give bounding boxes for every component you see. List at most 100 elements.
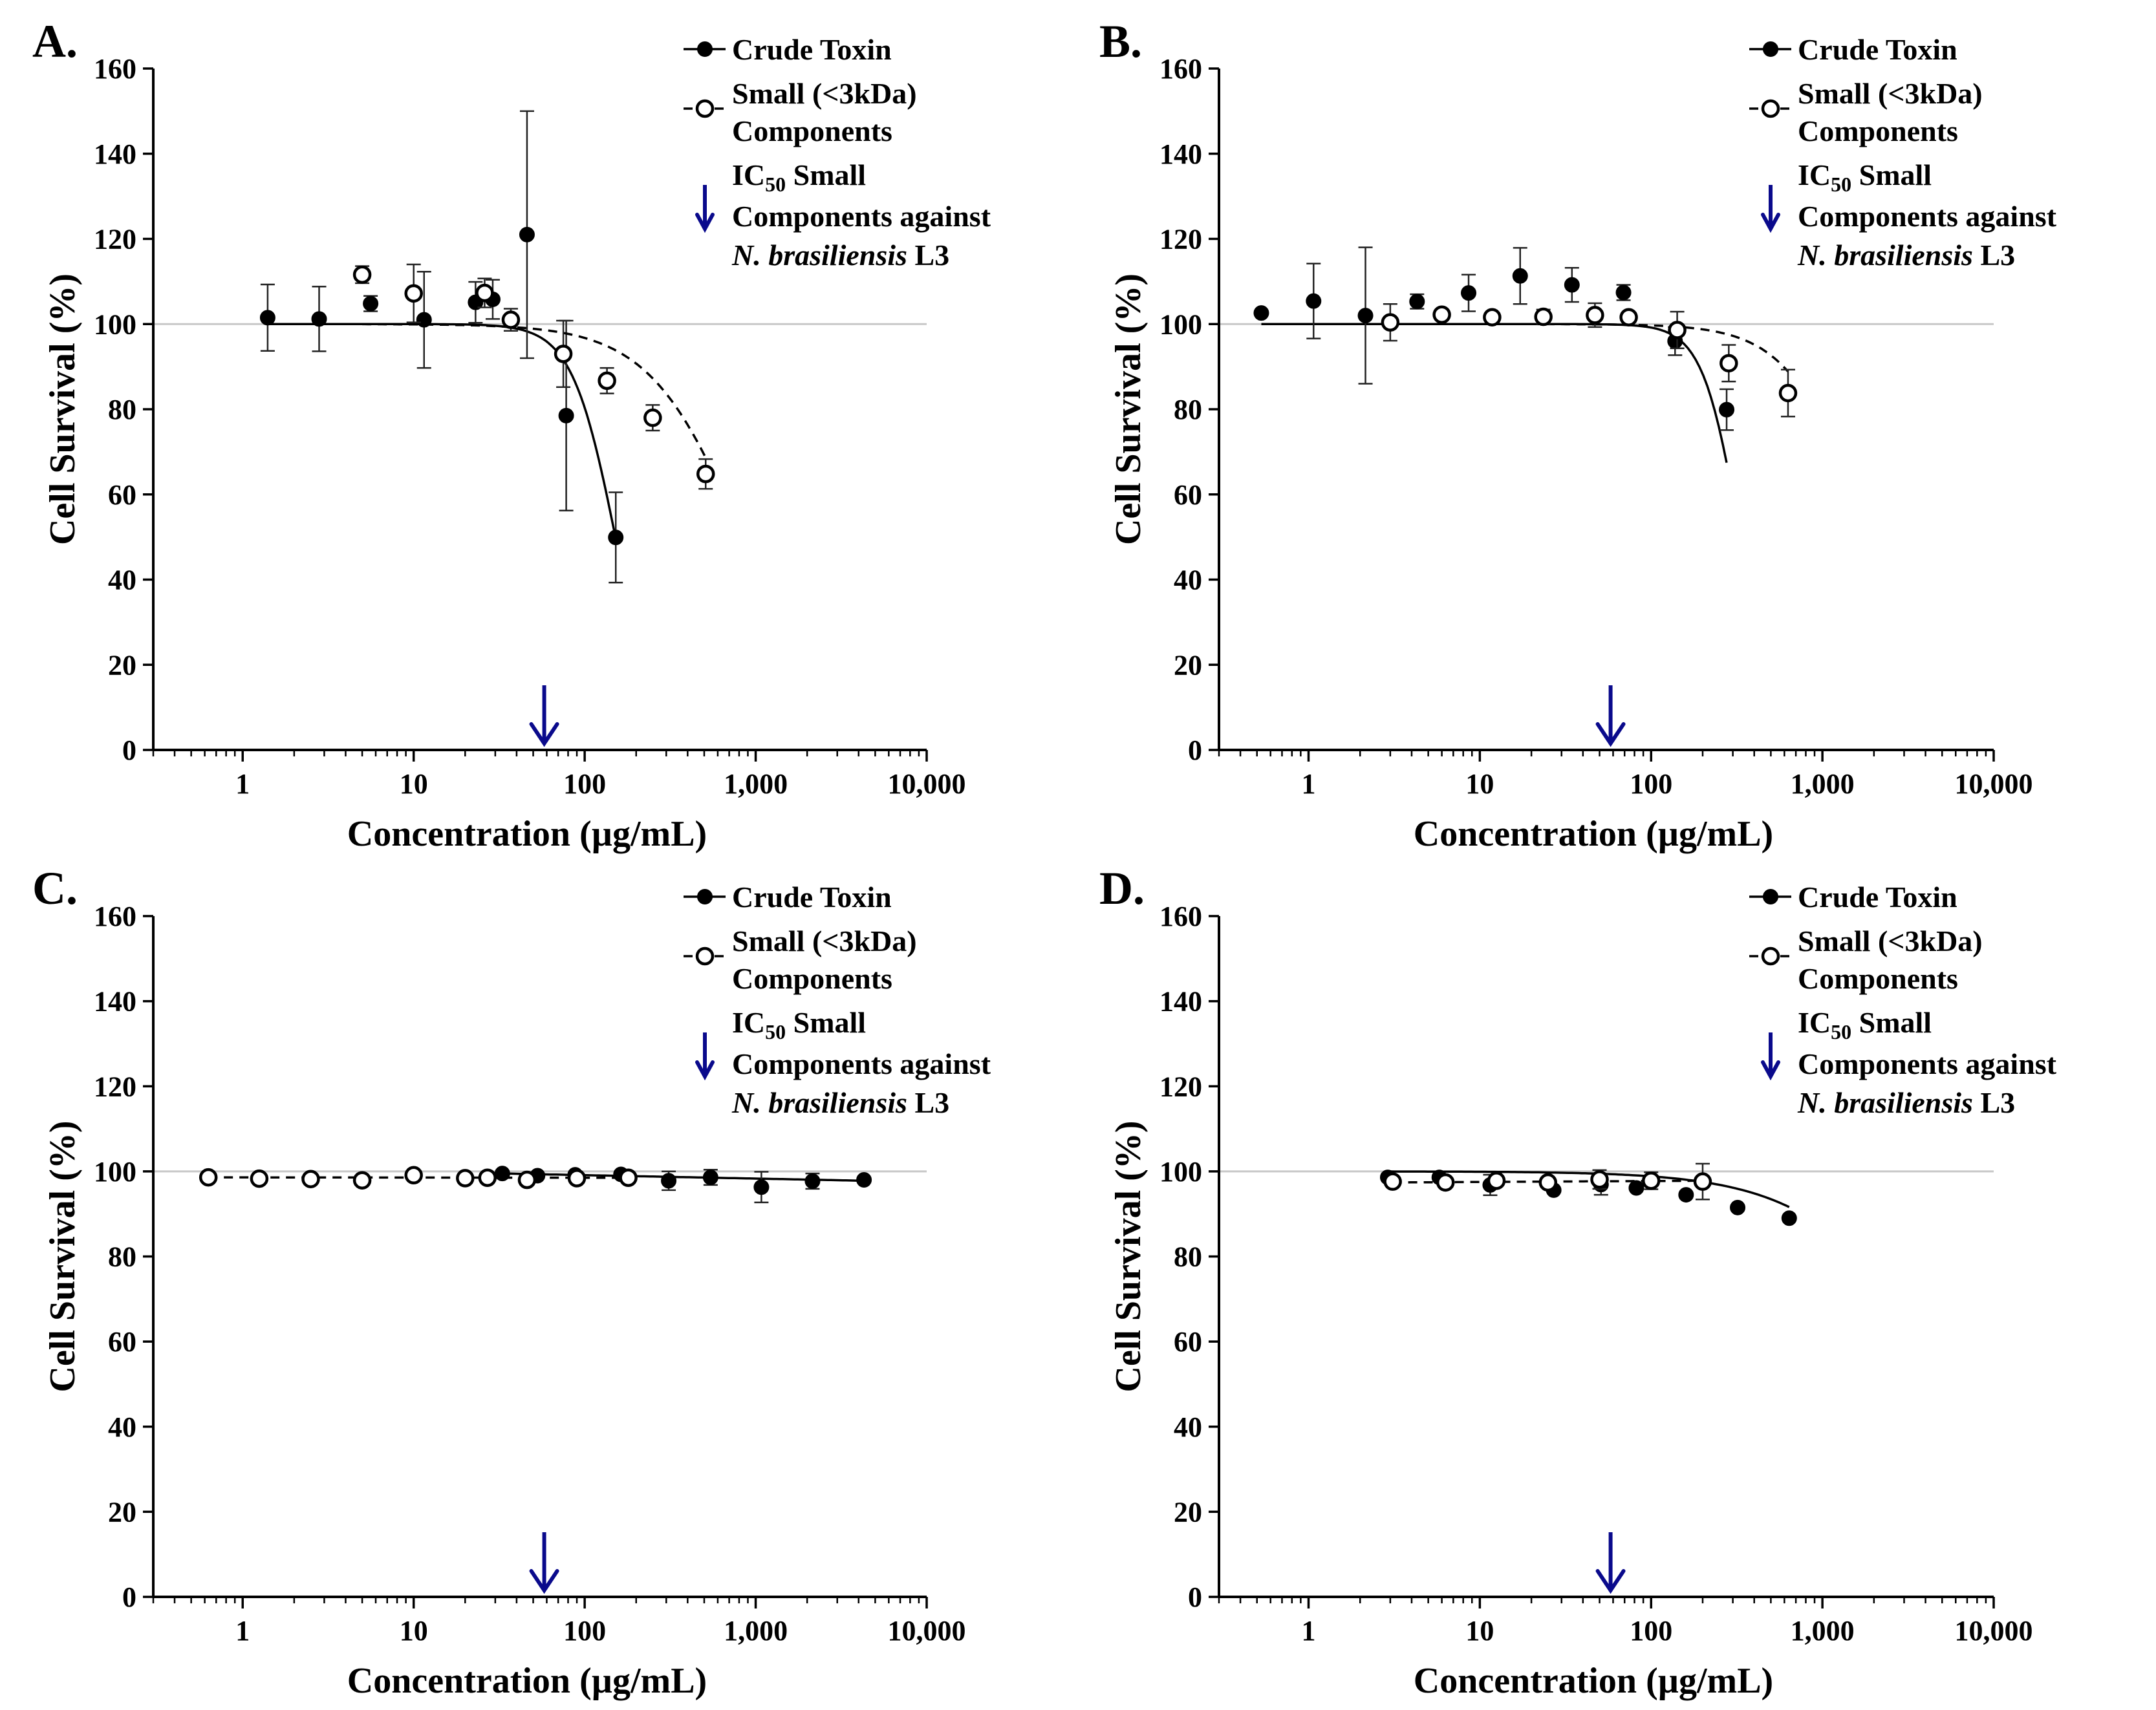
y-axis-title: Cell Survival (%): [43, 1121, 83, 1393]
data-point-small: [1381, 313, 1400, 332]
legend-label-crude: Crude Toxin: [732, 881, 892, 914]
data-point-crude: [1512, 268, 1528, 284]
legend-label-ic50-line1: IC50 Small: [732, 1006, 866, 1043]
data-point-small: [1487, 1171, 1506, 1190]
x-tick-label: 10: [400, 1615, 428, 1647]
y-tick-label: 140: [94, 986, 136, 1018]
ic50-arrow-head: [1595, 722, 1626, 747]
data-point-small: [352, 1171, 372, 1190]
data-point-small: [1534, 307, 1553, 326]
x-tick-label: 100: [1630, 768, 1672, 800]
legend-marker-small: [695, 99, 715, 118]
legend-marker-small: [1761, 99, 1780, 118]
data-point-small: [696, 464, 715, 484]
legend-ic50-arrow-head: [1761, 1060, 1780, 1081]
y-tick-label: 0: [1188, 1581, 1202, 1613]
y-tick-label: 120: [94, 1071, 136, 1102]
x-tick-label: 1: [1301, 1615, 1315, 1647]
y-tick-label: 140: [1159, 138, 1202, 170]
legend-marker-small: [695, 946, 715, 966]
data-point-crude: [1409, 294, 1425, 310]
ic50-arrow-head: [529, 1569, 559, 1594]
x-axis-title: Concentration (µg/mL): [1414, 1661, 1773, 1701]
data-point-small: [1719, 354, 1738, 373]
legend-ic50-arrow-head: [695, 213, 715, 233]
legend-label-small-line1: Small (<3kDa): [732, 77, 917, 110]
x-tick-label: 1,000: [1791, 1615, 1855, 1647]
y-tick-label: 60: [1174, 1326, 1202, 1358]
data-point-crude: [1678, 1187, 1694, 1203]
legend-marker-crude: [1763, 41, 1778, 57]
data-point-crude: [259, 310, 275, 326]
legend: Crude Toxin Small (<3kDa) Components IC50 S…: [1749, 33, 2057, 272]
y-tick-label: 40: [1174, 1411, 1202, 1443]
y-axis-title: Cell Survival (%): [1108, 1121, 1148, 1393]
fit-curve-small: [1390, 323, 1789, 372]
x-tick-label: 1: [235, 768, 250, 800]
ic50-arrow-head: [529, 722, 559, 747]
x-axis-title: Concentration (µg/mL): [347, 1661, 707, 1701]
legend-marker-crude: [697, 889, 713, 904]
data-point-small: [1383, 1172, 1402, 1191]
data-point-small: [501, 310, 521, 329]
x-tick-label: 10: [1465, 768, 1494, 800]
data-point-crude: [363, 295, 379, 312]
x-tick-label: 100: [1630, 1615, 1672, 1647]
y-tick-label: 80: [108, 394, 136, 425]
x-tick-label: 1: [235, 1615, 250, 1647]
y-tick-label: 100: [1159, 308, 1202, 340]
data-point-small: [554, 345, 573, 363]
legend-label-small-line2: Components: [1798, 962, 1958, 995]
legend-label-crude: Crude Toxin: [1798, 33, 1957, 66]
y-tick-label: 20: [1174, 649, 1202, 681]
panel-letter: C.: [32, 862, 78, 914]
legend-label-ic50-line3: N. brasiliensis L3: [1797, 239, 2015, 272]
data-point-crude: [1564, 277, 1580, 293]
data-point-crude: [1781, 1210, 1797, 1226]
data-point-crude: [1461, 285, 1477, 301]
y-tick-label: 80: [108, 1241, 136, 1273]
y-tick-label: 140: [1159, 986, 1202, 1018]
legend-label-ic50-line2: Components against: [732, 1047, 991, 1080]
data-point-crude: [804, 1173, 821, 1190]
x-tick-label: 1,000: [724, 1615, 788, 1647]
legend-label-ic50-line1: IC50 Small: [1798, 158, 1932, 196]
data-point-crude: [661, 1173, 677, 1189]
data-point-crude: [311, 311, 327, 327]
y-tick-label: 0: [1188, 734, 1202, 766]
legend-label-ic50-line2: Components against: [1798, 1047, 2057, 1080]
legend-label-ic50-line1: IC50 Small: [732, 158, 866, 196]
data-point-small: [475, 283, 494, 303]
y-tick-label: 100: [94, 1156, 136, 1188]
fit-curve-small: [362, 323, 707, 458]
data-point-small: [301, 1170, 320, 1188]
data-point-crude: [1730, 1199, 1746, 1215]
data-point-crude: [1615, 284, 1632, 301]
y-tick-label: 60: [1174, 479, 1202, 511]
y-tick-label: 120: [1159, 224, 1202, 255]
data-point-small: [643, 408, 662, 427]
data-point-crude: [1253, 305, 1269, 321]
legend-label-small-line1: Small (<3kDa): [732, 924, 917, 957]
legend-label-ic50-line3: N. brasiliensis L3: [731, 239, 949, 272]
data-point-small: [199, 1168, 218, 1187]
y-tick-label: 140: [94, 138, 136, 170]
data-point-small: [250, 1169, 269, 1188]
panel-letter: B.: [1099, 16, 1142, 67]
fit-curve-crude: [502, 1172, 865, 1182]
x-axis-title: Concentration (µg/mL): [347, 814, 707, 854]
data-point-small: [1619, 308, 1638, 326]
y-tick-label: 100: [1159, 1156, 1202, 1188]
data-point-small: [1586, 306, 1604, 325]
y-tick-label: 40: [108, 564, 136, 596]
data-point-crude: [1628, 1180, 1644, 1196]
data-point-small: [619, 1168, 638, 1187]
legend-label-small-line2: Components: [732, 962, 892, 995]
y-tick-label: 80: [1174, 394, 1202, 425]
data-point-crude: [1357, 308, 1374, 324]
data-point-small: [1590, 1170, 1609, 1189]
panel-b: B. 0 20 40 60 80 100 120 140 160 1 10 100 1,000 10,000…: [1099, 16, 2057, 854]
data-point-crude: [416, 312, 432, 328]
data-point-crude: [856, 1172, 872, 1188]
